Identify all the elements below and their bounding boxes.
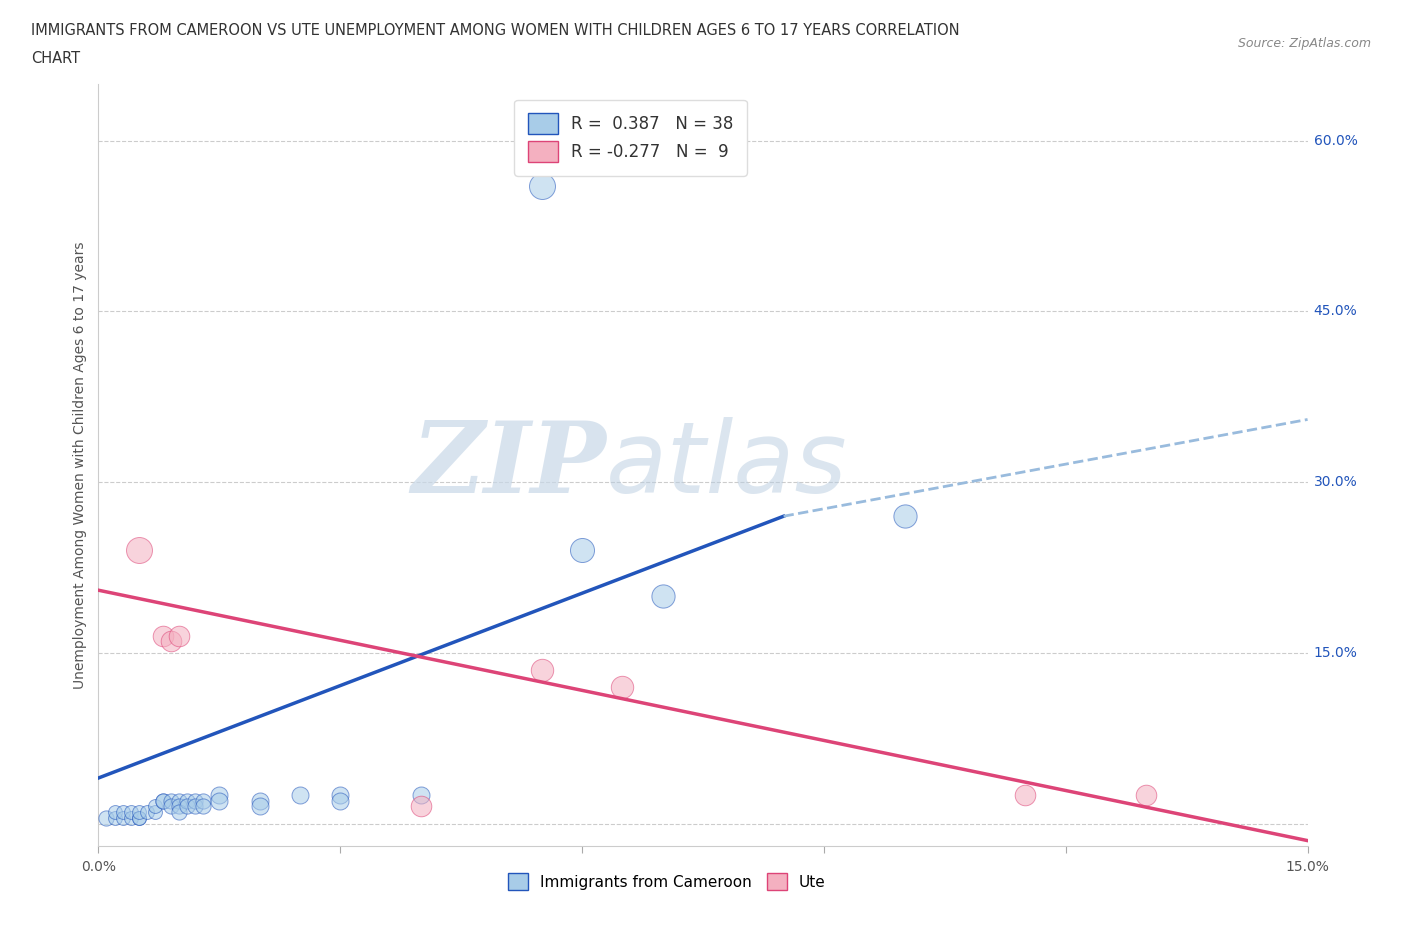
Point xyxy=(184,799,207,814)
Point xyxy=(120,810,142,825)
Point xyxy=(193,799,215,814)
Point xyxy=(167,804,190,819)
Point xyxy=(128,543,150,558)
Point xyxy=(1014,788,1036,803)
Point xyxy=(167,799,190,814)
Point xyxy=(160,634,183,649)
Text: atlas: atlas xyxy=(606,417,848,513)
Point xyxy=(111,804,134,819)
Point xyxy=(160,793,183,808)
Text: 30.0%: 30.0% xyxy=(1313,475,1357,489)
Point xyxy=(329,793,352,808)
Point xyxy=(128,804,150,819)
Point xyxy=(176,793,198,808)
Point xyxy=(329,788,352,803)
Point xyxy=(96,810,118,825)
Point xyxy=(208,793,231,808)
Point xyxy=(160,799,183,814)
Point xyxy=(893,509,915,524)
Text: 15.0%: 15.0% xyxy=(1313,645,1358,659)
Point xyxy=(1135,788,1157,803)
Point xyxy=(571,543,593,558)
Text: CHART: CHART xyxy=(31,51,80,66)
Point xyxy=(409,788,432,803)
Text: 60.0%: 60.0% xyxy=(1313,134,1358,148)
Y-axis label: Unemployment Among Women with Children Ages 6 to 17 years: Unemployment Among Women with Children A… xyxy=(73,241,87,689)
Point xyxy=(152,793,174,808)
Point xyxy=(249,799,271,814)
Point xyxy=(409,799,432,814)
Point xyxy=(530,662,553,677)
Text: ZIP: ZIP xyxy=(412,417,606,513)
Point xyxy=(143,799,166,814)
Point xyxy=(143,804,166,819)
Point xyxy=(176,799,198,814)
Point xyxy=(120,804,142,819)
Text: Source: ZipAtlas.com: Source: ZipAtlas.com xyxy=(1237,37,1371,50)
Text: IMMIGRANTS FROM CAMEROON VS UTE UNEMPLOYMENT AMONG WOMEN WITH CHILDREN AGES 6 TO: IMMIGRANTS FROM CAMEROON VS UTE UNEMPLOY… xyxy=(31,23,959,38)
Point xyxy=(208,788,231,803)
Point xyxy=(128,810,150,825)
Point xyxy=(167,793,190,808)
Point xyxy=(103,804,125,819)
Point xyxy=(167,629,190,644)
Text: 45.0%: 45.0% xyxy=(1313,304,1357,318)
Point xyxy=(135,804,157,819)
Point xyxy=(103,810,125,825)
Point xyxy=(111,810,134,825)
Point xyxy=(152,793,174,808)
Point xyxy=(128,810,150,825)
Point xyxy=(184,793,207,808)
Point xyxy=(249,793,271,808)
Point xyxy=(612,680,634,695)
Legend: Immigrants from Cameroon, Ute: Immigrants from Cameroon, Ute xyxy=(502,867,832,896)
Point xyxy=(651,589,673,604)
Point xyxy=(193,793,215,808)
Point xyxy=(152,629,174,644)
Point xyxy=(288,788,311,803)
Point xyxy=(530,179,553,193)
